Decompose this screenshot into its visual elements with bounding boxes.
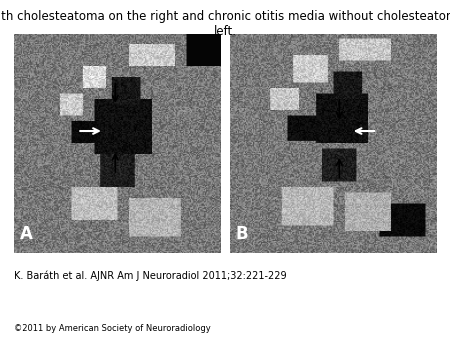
Text: AMERICAN JOURNAL OF NEURORADIOLOGY: AMERICAN JOURNAL OF NEURORADIOLOGY [284, 316, 400, 321]
Text: A: A [20, 225, 33, 243]
Text: ©2011 by American Society of Neuroradiology: ©2011 by American Society of Neuroradiol… [14, 324, 210, 334]
Text: Patient with cholesteatoma on the right and chronic otitis media without cholest: Patient with cholesteatoma on the right … [0, 10, 450, 38]
Text: AINR: AINR [300, 282, 384, 311]
Text: B: B [236, 225, 248, 243]
Text: K. Baráth et al. AJNR Am J Neuroradiol 2011;32:221-229: K. Baráth et al. AJNR Am J Neuroradiol 2… [14, 270, 286, 281]
